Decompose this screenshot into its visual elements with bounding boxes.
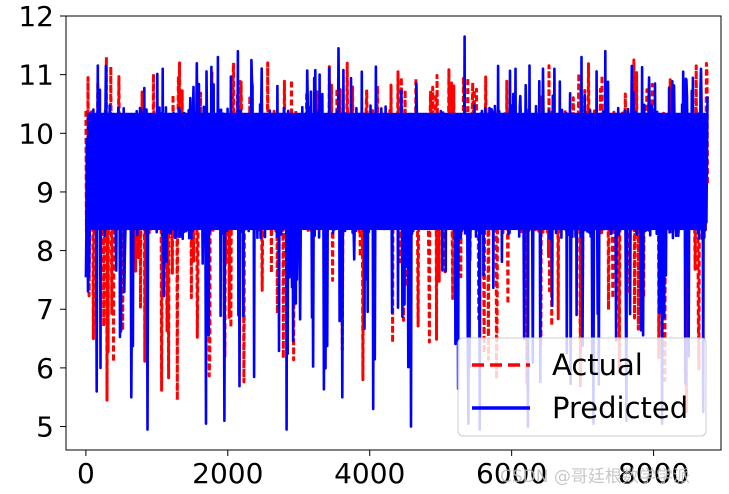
y-tick-label: 11 [18, 59, 54, 92]
y-tick-label: 8 [36, 235, 54, 268]
legend-actual-label: Actual [552, 348, 643, 382]
x-tick-label: 8000 [618, 457, 689, 490]
legend: Actual Predicted [457, 337, 707, 437]
series-layer [84, 35, 709, 431]
y-tick-label: 10 [18, 117, 54, 150]
y-tick-label: 7 [36, 293, 54, 326]
legend-box [457, 337, 707, 437]
x-tick-label: 2000 [192, 457, 263, 490]
x-tick-label: 0 [77, 457, 95, 490]
y-tick-label: 6 [36, 352, 54, 385]
legend-predicted-label: Predicted [552, 391, 688, 425]
y-axis: 5 6 7 8 9 10 11 12 [18, 0, 66, 444]
series-predicted-dense-band [86, 112, 707, 231]
x-tick-label: 6000 [476, 457, 547, 490]
x-axis: 0 2000 4000 6000 8000 [77, 450, 689, 490]
plot-frame [65, 15, 722, 451]
watermark: CSDN @哥廷根数学学派 [500, 467, 690, 487]
x-tick-label: 4000 [334, 457, 405, 490]
y-tick-label: 5 [36, 411, 54, 444]
y-tick-label: 12 [18, 0, 54, 33]
y-tick-label: 9 [36, 176, 54, 209]
